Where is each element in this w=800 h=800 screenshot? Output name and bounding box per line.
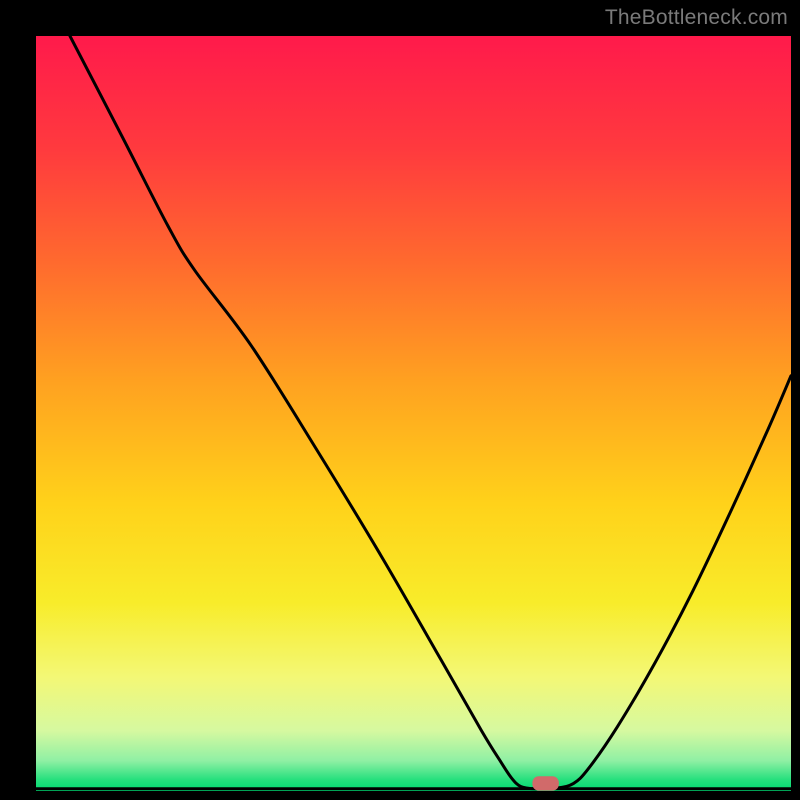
plot-area [36,36,791,791]
optimal-marker [532,776,558,790]
chart-container: TheBottleneck.com [0,0,800,800]
gradient-background [36,36,791,791]
watermark-text: TheBottleneck.com [605,6,788,30]
chart-svg [36,36,791,791]
